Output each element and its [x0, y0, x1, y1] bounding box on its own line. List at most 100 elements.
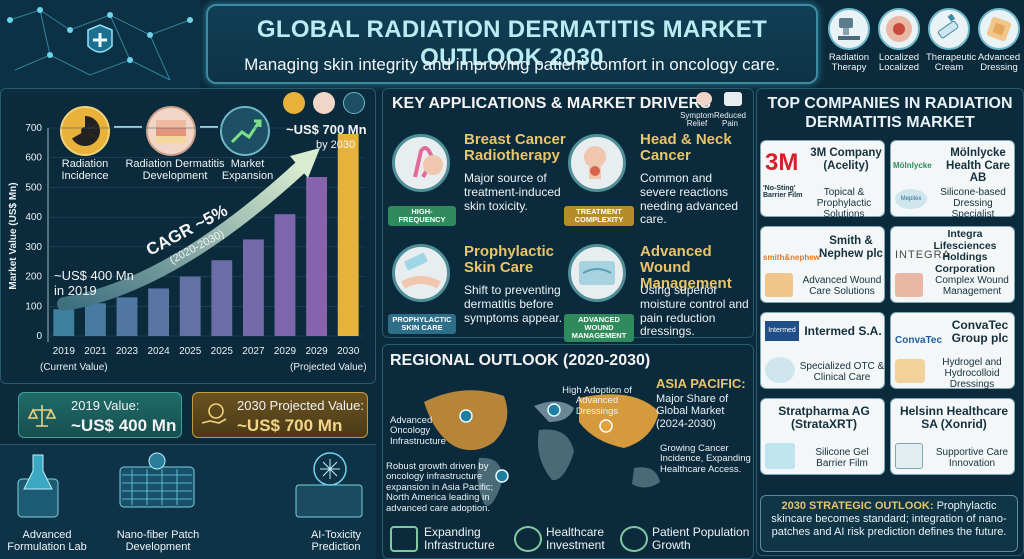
company-name: Helsinn Healthcare SA (Xonrid): [899, 404, 1009, 432]
footer-label: Patient Population Growth: [652, 525, 750, 553]
app-tag: PROPHYLACTIC SKIN CARE: [388, 314, 456, 334]
x-tick-label: 2029: [274, 346, 297, 357]
flow-label: Radiation Dermatitis Development: [125, 158, 225, 183]
app-tag: ADVANCED WOUND MANAGEMENT: [564, 314, 634, 342]
eu-label: High Adoption of Advanced Dressings: [562, 385, 632, 417]
cream-product-icon: [765, 357, 795, 383]
strategic-outlook: 2030 STRATEGIC OUTLOOK: Prophylactic ski…: [760, 495, 1018, 552]
cream-tube-icon: [928, 8, 970, 50]
company-logo: ConvaTec: [895, 335, 943, 346]
sa-pin-icon: [495, 469, 509, 483]
y-tick-label: 500: [25, 182, 42, 193]
page-subtitle: Managing skin integrity and improving pa…: [244, 55, 780, 74]
value-2030-label: 2030 Projected Value:: [237, 398, 364, 413]
app-tag: TREATMENT COMPLEXITY: [564, 206, 634, 226]
dressing-product-icon: [765, 273, 793, 297]
na-pin-icon: [459, 409, 473, 423]
x-tick-label: 2024: [147, 346, 170, 357]
x-tick-label: 2021: [84, 346, 107, 357]
header-banner: GLOBAL RADIATION DERMATITIS MARKET OUTLO…: [206, 4, 818, 84]
y-tick-label: 700: [25, 123, 42, 134]
regional-body: Robust growth driven by oncology infrast…: [386, 461, 494, 514]
icon-label: Localized Localized: [878, 52, 920, 73]
company-desc: Supportive Care Innovation: [935, 447, 1009, 469]
app-tag: HIGH-FREQUENCY: [388, 206, 456, 226]
bar-2025: [179, 276, 201, 336]
company-logo: smith&nephew: [763, 253, 820, 262]
innovation-label: Nano-fiber Patch Development: [116, 529, 200, 554]
growth-arrow: [57, 159, 309, 311]
projected-value-label: (Projected Value): [290, 362, 367, 373]
lab-flask-icon: [17, 454, 59, 518]
x-tick-label: 2025: [179, 346, 202, 357]
x-tick-label: 2027: [242, 346, 265, 357]
y-tick-label: 200: [25, 272, 42, 283]
app-title: Breast Cancer Radiotherapy: [464, 131, 566, 164]
advanced-dressing-item: Advanced Dressing: [976, 8, 1022, 73]
skin-layers-icon: [146, 106, 196, 156]
scale-icon: [27, 401, 57, 431]
hydrogel-product-icon: [895, 359, 925, 383]
growth-arrow-head: [290, 148, 320, 178]
company-desc: Silicone Gel Barrier Film: [815, 447, 869, 469]
y-tick-label: 400: [25, 212, 42, 223]
company-name: Intermed S.A.: [804, 324, 882, 338]
market-flow: Radiation Incidence Radiation Dermatitis…: [60, 106, 370, 186]
x-tick-label: 2030: [337, 346, 360, 357]
x-tick-label: 2025: [211, 346, 234, 357]
x-tick-label: 2023: [116, 346, 139, 357]
company-product: 'No-Sting' Barrier Film: [763, 185, 803, 200]
regional-footer: Expanding Infrastructure Healthcare Inve…: [384, 520, 754, 558]
footer-label: Healthcare Investment: [546, 525, 605, 553]
corner-label: Symptom Relief: [680, 111, 714, 128]
relief-icons: Symptom Relief Reduced Pain: [674, 92, 750, 128]
bar-2030: [337, 133, 359, 336]
dressing-pad-icon: [978, 8, 1020, 50]
current-value-label: (Current Value): [40, 362, 108, 373]
africa-region: [537, 429, 574, 481]
supportive-care-icon: [895, 443, 923, 469]
app-text: Major source of treatment-induced skin t…: [464, 171, 561, 213]
asia-pacific-region: [579, 394, 659, 448]
company-logo: Intermed: [765, 321, 799, 341]
investment-icon: [514, 526, 542, 552]
asia-growth: Growing Cancer Incidence, Expanding Heal…: [660, 443, 751, 475]
y-tick-label: 0: [36, 331, 42, 342]
company-name: Integra Lifesciences Holdings Corporatio…: [933, 228, 997, 275]
mini-icon-row: [283, 92, 373, 118]
chart-mini-icon: [343, 92, 365, 114]
flow-label: Radiation Incidence: [61, 158, 109, 183]
company-logo: 3M: [765, 149, 799, 176]
app-text: Shift to preventing dermatitis before sy…: [464, 283, 563, 325]
app-text: Common and severe reactions needing adva…: [640, 171, 739, 227]
company-card-convatec: ConvaTec ConvaTec Group plc Hydrogel and…: [890, 312, 1015, 390]
company-desc: Topical & Prophylactic Solutions: [816, 187, 872, 220]
y-tick-label: 600: [25, 153, 42, 164]
application-card: HIGH-FREQUENCY Breast Cancer Radiotherap…: [388, 130, 568, 234]
footer-label: Expanding Infrastructure: [424, 525, 495, 553]
company-name: Smith & Nephew plc: [819, 235, 883, 260]
bar-2019: [53, 309, 75, 336]
company-product: Mepilex: [895, 189, 927, 209]
page-title: GLOBAL RADIATION DERMATITIS MARKET OUTLO…: [256, 16, 768, 71]
flow-label: Market Expansion: [221, 158, 274, 183]
value-2019-label: 2019 Value:: [71, 398, 140, 413]
tech-network-decoration: [0, 0, 200, 95]
corner-label: Reduced Pain: [713, 111, 747, 128]
value-2019-box: 2019 Value: ~US$ 400 Mn: [18, 392, 182, 438]
y-tick-label: 100: [25, 301, 42, 312]
end-value-annotation: ~US$ 700 Mn by 2030: [286, 122, 367, 151]
bar-2025: [211, 260, 233, 336]
x-tick-label: 2029: [305, 346, 328, 357]
top-right-icon-row: Radiation Therapy Localized Localized Th…: [826, 8, 1022, 86]
localized-item: Localized Localized: [876, 8, 922, 73]
bar-2024: [148, 288, 170, 336]
nano-patch-icon: [119, 452, 195, 508]
company-card-smith-nephew: smith&nephew Smith & Nephew plc Advanced…: [760, 226, 885, 303]
y-tick-label: 300: [25, 242, 42, 253]
bar-2021: [84, 303, 106, 336]
strategic-lead: 2030 STRATEGIC OUTLOOK:: [781, 500, 934, 512]
skin-product-icon: [895, 273, 923, 297]
skin-patch-icon: [878, 8, 920, 50]
regional-heading: REGIONAL OUTLOOK (2020-2030): [390, 352, 651, 369]
